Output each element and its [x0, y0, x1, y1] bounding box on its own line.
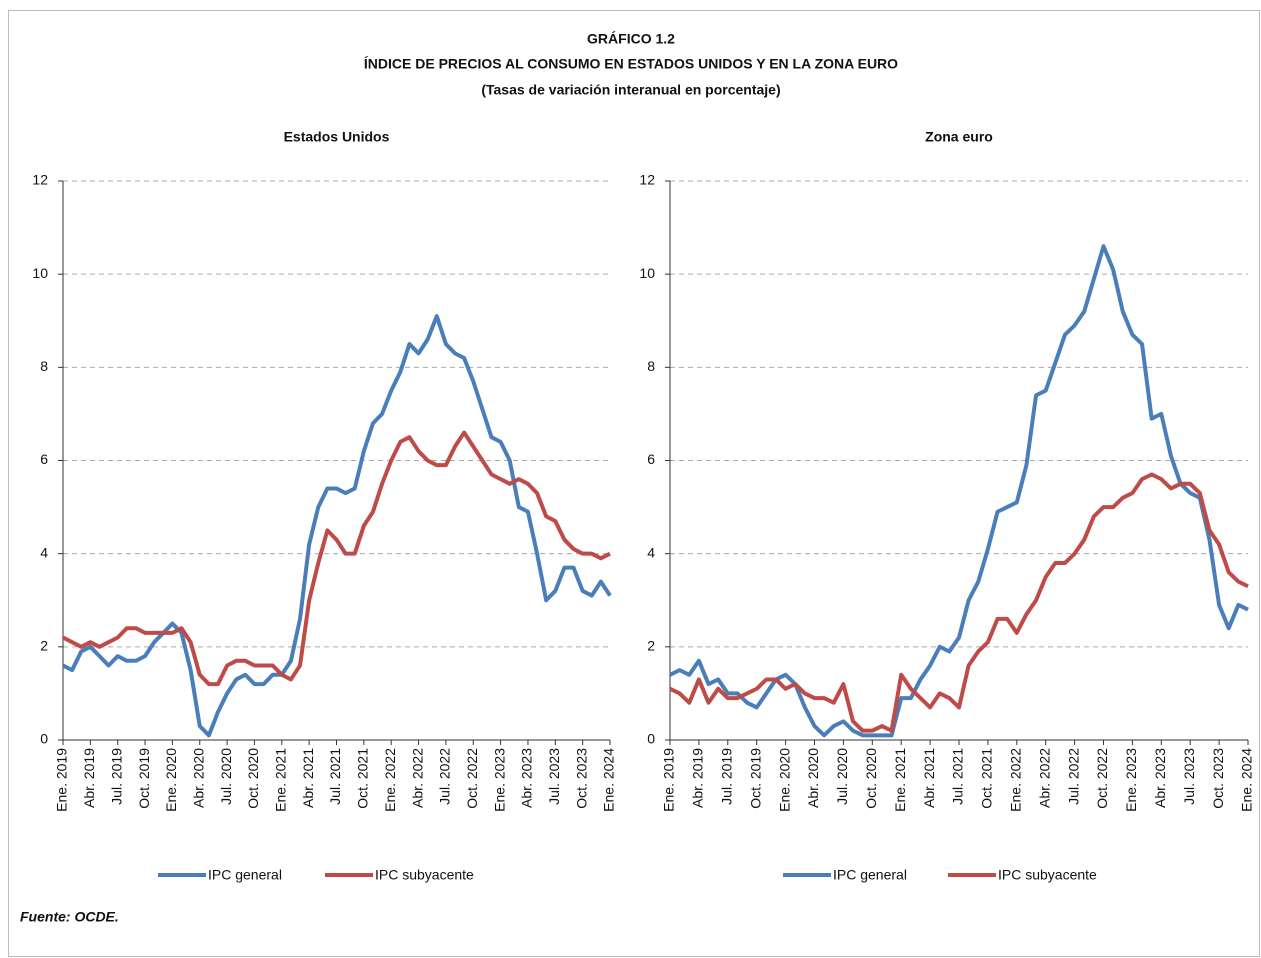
chart-title: Estados Unidos [284, 129, 390, 145]
x-tick-label: Oct. 2021 [355, 748, 371, 809]
x-tick-label: Ene. 2019 [54, 748, 70, 812]
x-tick-label: Abr. 2022 [409, 748, 425, 808]
x-tick-label: Ene. 2021 [892, 748, 908, 812]
x-tick-label: Jul. 2019 [108, 748, 124, 805]
x-tick-label: Ene. 2020 [163, 748, 179, 812]
x-tick-label: Jul. 2023 [1181, 748, 1197, 805]
y-tick-label: 8 [40, 358, 48, 374]
figure-number: GRÁFICO 1.2 [587, 31, 675, 47]
x-tick-label: Oct. 2021 [979, 748, 995, 809]
x-tick-label: Ene. 2022 [382, 748, 398, 812]
y-tick-label: 8 [647, 358, 655, 374]
series-line [62, 314, 612, 738]
y-tick-label: 10 [32, 265, 48, 281]
legend-label: IPC subyacente [375, 867, 474, 883]
x-tick-label: Oct. 2023 [1210, 748, 1226, 809]
y-tick-label: 2 [40, 638, 48, 654]
x-tick-label: Ene. 2019 [661, 748, 677, 812]
x-tick-label: Abr. 2019 [690, 748, 706, 808]
x-tick-label: Jul. 2023 [546, 748, 562, 805]
x-tick-label: Oct. 2019 [136, 748, 152, 809]
y-tick-label: 6 [647, 451, 655, 467]
figure-title: ÍNDICE DE PRECIOS AL CONSUMO EN ESTADOS … [364, 56, 898, 72]
x-tick-label: Jul. 2021 [327, 748, 343, 805]
x-tick-label: Jul. 2022 [437, 748, 453, 805]
x-tick-label: Oct. 2023 [573, 748, 589, 809]
y-tick-label: 0 [40, 731, 48, 747]
x-tick-label: Abr. 2021 [300, 748, 316, 808]
x-tick-label: Ene. 2024 [1239, 748, 1255, 812]
x-tick-label: Oct. 2022 [1094, 748, 1110, 809]
x-tick-label: Abr. 2019 [81, 748, 97, 808]
frame [8, 10, 1260, 957]
legend-label: IPC general [208, 867, 282, 883]
x-tick-label: Abr. 2021 [921, 748, 937, 808]
y-tick-label: 12 [639, 172, 655, 188]
legend-label: IPC general [833, 867, 907, 883]
figure-note: (Tasas de variación interanual en porcen… [481, 82, 780, 98]
x-tick-label: Abr. 2020 [190, 748, 206, 808]
series-line [62, 430, 611, 687]
x-tick-label: Ene. 2022 [1008, 748, 1024, 812]
x-tick-label: Abr. 2023 [519, 748, 535, 808]
legend-label: IPC subyacente [998, 867, 1097, 883]
x-tick-label: Jul. 2022 [1065, 748, 1081, 805]
series-line [669, 244, 1249, 738]
source: Fuente: OCDE. [20, 909, 119, 925]
x-tick-label: Ene. 2024 [601, 748, 617, 812]
x-tick-label: Ene. 2021 [273, 748, 289, 812]
y-tick-label: 2 [647, 638, 655, 654]
y-tick-label: 10 [639, 265, 655, 281]
x-tick-label: Jul. 2020 [834, 748, 850, 805]
x-tick-label: Jul. 2020 [218, 748, 234, 805]
x-tick-label: Abr. 2023 [1152, 748, 1168, 808]
x-tick-label: Oct. 2020 [245, 748, 261, 809]
series-line [669, 472, 1249, 733]
x-tick-label: Oct. 2022 [464, 748, 480, 809]
x-tick-label: Jul. 2019 [719, 748, 735, 805]
y-tick-label: 12 [32, 172, 48, 188]
x-tick-label: Oct. 2019 [747, 748, 763, 809]
y-tick-label: 4 [40, 544, 48, 560]
x-tick-label: Ene. 2023 [491, 748, 507, 812]
x-tick-label: Ene. 2023 [1123, 748, 1139, 812]
x-tick-label: Abr. 2022 [1036, 748, 1052, 808]
y-tick-label: 6 [40, 451, 48, 467]
y-tick-label: 0 [647, 731, 655, 747]
x-tick-label: Jul. 2021 [950, 748, 966, 805]
x-tick-label: Abr. 2020 [805, 748, 821, 808]
x-tick-label: Ene. 2020 [776, 748, 792, 812]
y-tick-label: 4 [647, 544, 655, 560]
x-tick-label: Oct. 2020 [863, 748, 879, 809]
chart-title: Zona euro [925, 129, 993, 145]
